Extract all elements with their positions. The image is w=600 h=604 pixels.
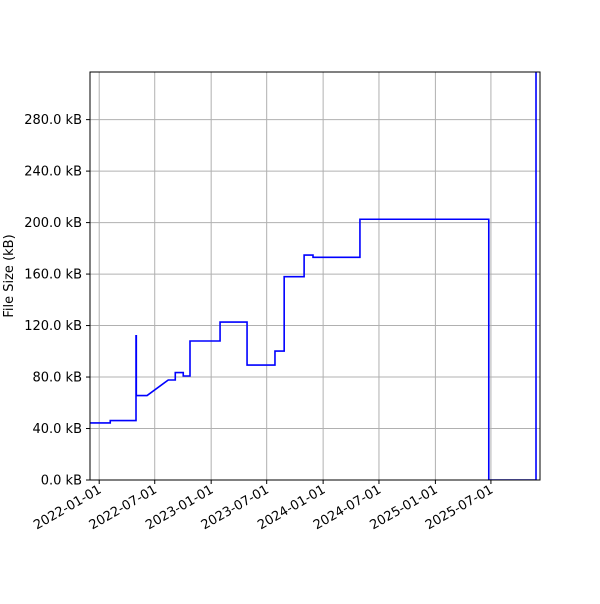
y-tick-label: 0.0 kB — [41, 474, 82, 489]
grid — [90, 72, 540, 481]
y-axis: 0.0 kB 40.0 kB 80.0 kB 120.0 kB 160.0 kB 200.… — [24, 113, 90, 489]
plot-frame — [89, 71, 541, 481]
y-axis-label: File Size (kB) — [2, 234, 17, 317]
y-tick-label: 120.0 kB — [24, 319, 82, 334]
y-tick-label: 40.0 kB — [32, 422, 82, 437]
y-tick-label: 240.0 kB — [24, 165, 82, 180]
y-tick-label: 280.0 kB — [24, 113, 82, 128]
y-tick-label: 160.0 kB — [24, 268, 82, 283]
y-tick-label: 200.0 kB — [24, 216, 82, 231]
file-size-line — [90, 72, 537, 480]
series — [90, 72, 537, 480]
x-axis: 2022-01-012022-07-012023-01-012023-07-01… — [31, 480, 496, 533]
y-tick-label: 80.0 kB — [32, 371, 82, 386]
